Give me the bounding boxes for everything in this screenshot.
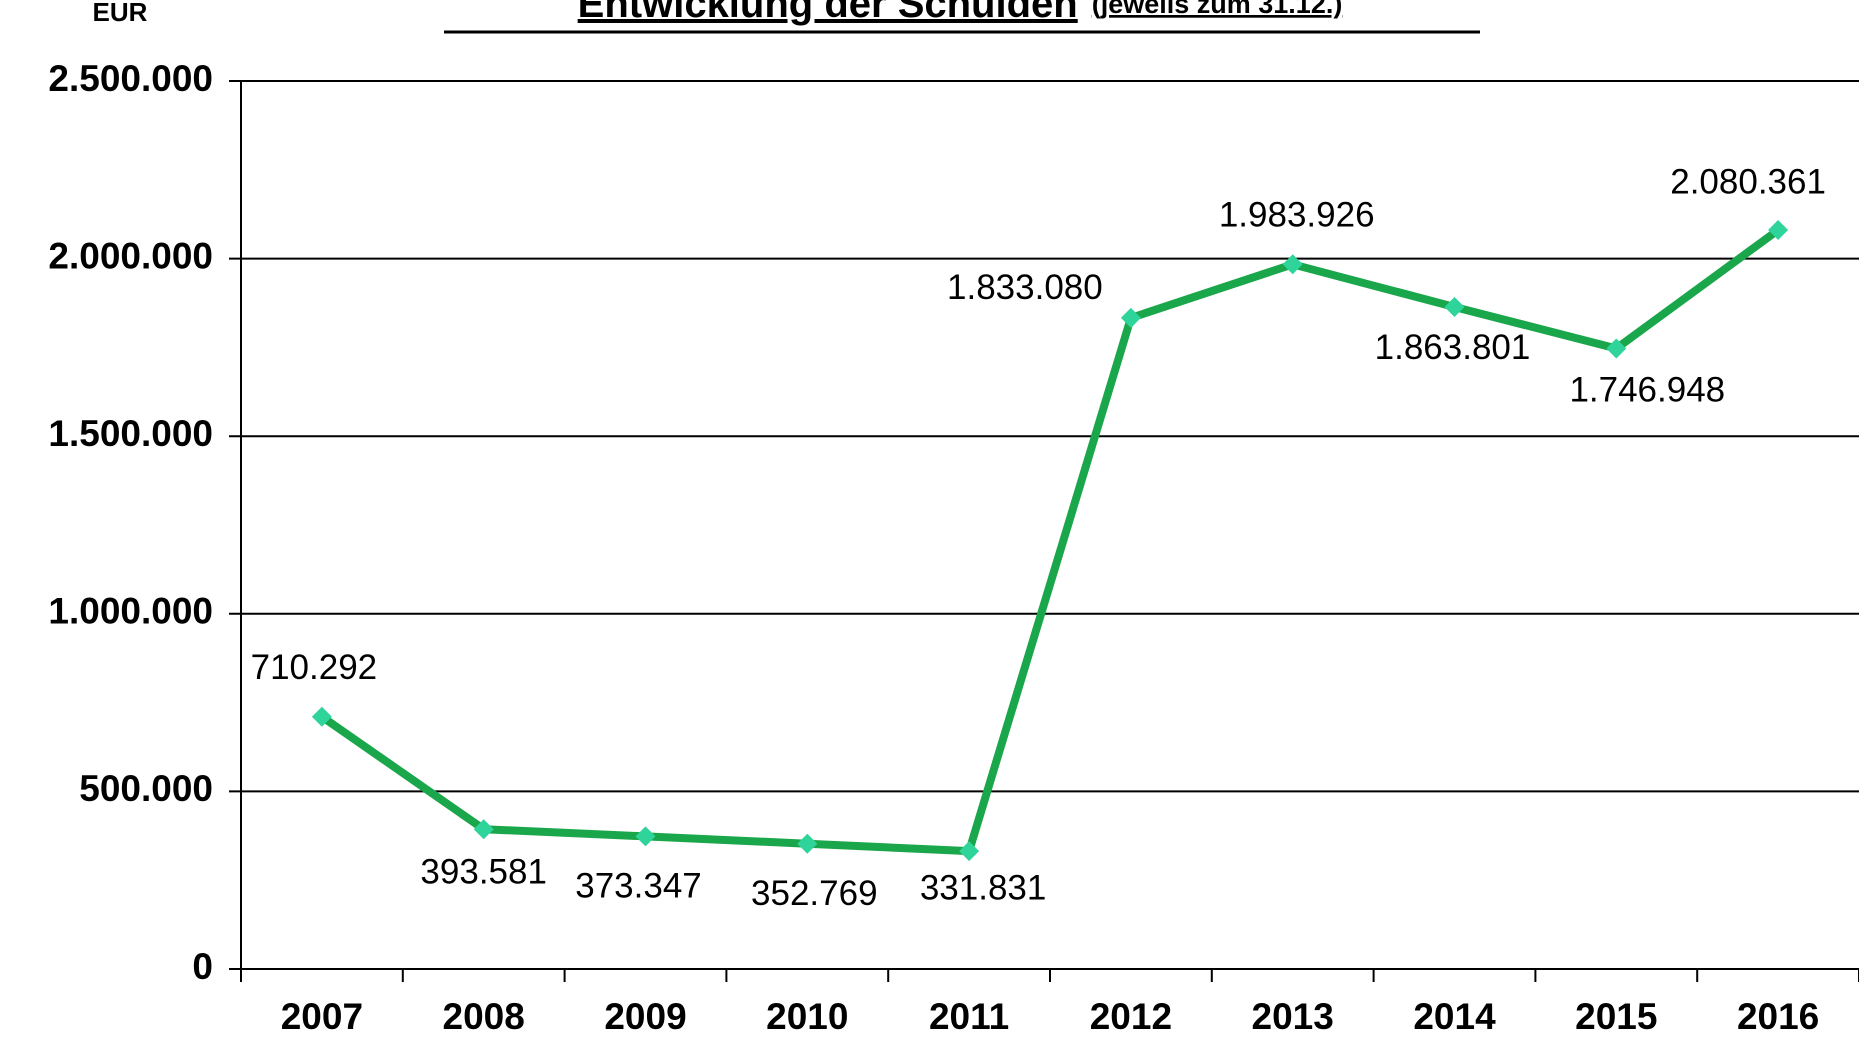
data-label: 2.080.361 <box>1670 162 1826 201</box>
y-tick-label: 1.500.000 <box>48 413 213 454</box>
marker <box>311 706 332 727</box>
data-label: 1.983.926 <box>1219 196 1375 235</box>
data-label: 710.292 <box>251 648 378 687</box>
marker <box>1444 296 1465 317</box>
data-label: 393.581 <box>420 852 547 891</box>
data-label: 373.347 <box>575 867 702 906</box>
x-tick-label: 2014 <box>1413 996 1496 1037</box>
y-axis-label: EUR <box>93 0 148 27</box>
data-label: 1.863.801 <box>1375 328 1531 367</box>
x-tick-label: 2010 <box>766 996 848 1037</box>
x-tick-label: 2009 <box>604 996 686 1037</box>
data-label: 1.833.080 <box>947 268 1103 307</box>
x-tick-label: 2008 <box>443 996 525 1037</box>
data-label: 331.831 <box>920 868 1047 907</box>
marker <box>797 833 818 854</box>
subtitle: (jeweils zum 31.12.) <box>1092 0 1343 19</box>
marker <box>1282 254 1303 275</box>
x-tick-label: 2015 <box>1575 996 1657 1037</box>
y-tick-label: 500.000 <box>79 768 213 809</box>
data-label: 352.769 <box>751 874 878 913</box>
marker <box>1606 338 1627 359</box>
x-tick-label: 2007 <box>281 996 363 1037</box>
marker <box>959 841 980 862</box>
y-tick-label: 2.000.000 <box>48 235 213 276</box>
marker <box>635 826 656 847</box>
x-tick-label: 2013 <box>1252 996 1334 1037</box>
y-tick-label: 0 <box>192 946 213 987</box>
title: Entwicklung der Schulden <box>578 0 1078 26</box>
marker <box>473 819 494 840</box>
chart-title: Entwicklung der Schulden (jeweils zum 31.… <box>578 0 1343 26</box>
marker <box>1120 307 1141 328</box>
data-label: 1.746.948 <box>1569 371 1725 410</box>
x-tick-label: 2011 <box>929 996 1009 1037</box>
x-tick-label: 2012 <box>1090 996 1172 1037</box>
y-tick-label: 2.500.000 <box>48 58 213 99</box>
y-tick-label: 1.000.000 <box>48 591 213 632</box>
marker <box>1768 220 1789 241</box>
x-tick-label: 2016 <box>1737 996 1819 1037</box>
line <box>319 226 1781 856</box>
